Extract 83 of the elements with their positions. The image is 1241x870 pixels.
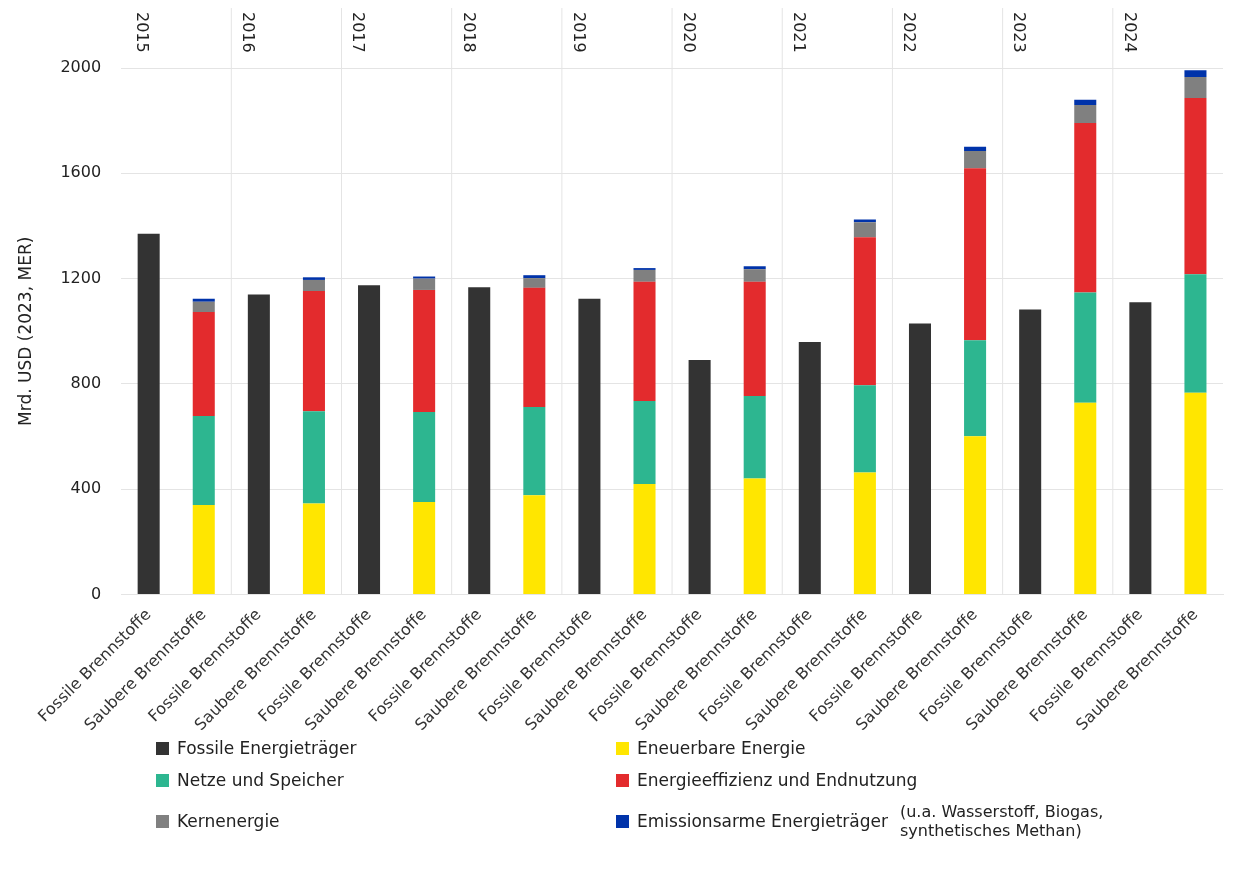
bar	[853, 222, 876, 238]
text: (u.a. Wasserstoff, Biogas, synthetisches Methan)	[899, 802, 1105, 840]
bar	[523, 275, 546, 279]
text: 2023	[1010, 12, 1030, 53]
text: 2017	[349, 12, 369, 53]
y-tick-label: 1200	[60, 267, 102, 287]
bar	[633, 483, 656, 595]
bar	[1184, 76, 1207, 99]
bar	[964, 146, 987, 151]
bar	[302, 291, 325, 412]
bar	[633, 401, 656, 484]
bar	[1074, 292, 1097, 403]
text: 2020	[679, 12, 699, 53]
bar	[1074, 402, 1097, 595]
bar	[523, 278, 546, 288]
bar	[192, 416, 215, 506]
bar	[523, 407, 546, 496]
legend-label: Netze und Speicher	[177, 770, 344, 790]
y-tick-label: 1600	[60, 162, 102, 182]
bar	[192, 298, 215, 302]
bar	[743, 396, 766, 479]
bar	[853, 237, 876, 386]
bar	[192, 505, 215, 595]
bar	[137, 233, 160, 595]
bar	[192, 301, 215, 313]
bar	[1074, 105, 1097, 124]
legend-label: Eneuerbare Energie	[637, 738, 806, 758]
text: 2019	[569, 12, 589, 53]
bar	[302, 411, 325, 504]
bar	[1184, 392, 1207, 595]
bar	[853, 219, 876, 223]
bar	[743, 266, 766, 270]
bar	[1184, 274, 1207, 393]
bar	[468, 287, 491, 595]
bar	[302, 503, 325, 595]
bar	[633, 281, 656, 402]
text: 2015	[132, 12, 152, 53]
text: 2016	[239, 12, 259, 53]
legend-label: Energieeffizienz und Endnutzung	[637, 770, 918, 790]
bar	[247, 294, 270, 595]
bar	[743, 478, 766, 595]
bar	[964, 150, 987, 169]
bar	[853, 385, 876, 473]
bar	[1129, 302, 1152, 595]
bar	[798, 342, 821, 595]
text: 2018	[459, 12, 479, 53]
legend-label: Fossile Energieträger	[177, 738, 357, 758]
text: 2024	[1120, 12, 1140, 53]
bar	[1074, 123, 1097, 293]
bar	[413, 412, 436, 502]
y-tick-label: 800	[70, 373, 102, 393]
bar	[1074, 99, 1097, 106]
bar	[302, 279, 325, 291]
legend-label: Kernenergie	[177, 811, 280, 831]
bar	[908, 323, 931, 595]
bar	[523, 495, 546, 595]
text: 2021	[790, 12, 810, 53]
y-tick-label: 400	[70, 478, 102, 498]
bar	[413, 276, 436, 279]
bar	[1019, 309, 1042, 595]
y-axis-title: Mrd. USD (2023, MER)	[14, 236, 35, 426]
text: 2022	[900, 12, 920, 53]
bar	[633, 269, 656, 282]
y-tick-label: 0	[90, 583, 102, 603]
legend-label: Emissionsarme Energieträger	[637, 811, 888, 831]
y-tick-label: 2000	[60, 57, 102, 77]
bar	[413, 501, 436, 595]
bar	[743, 269, 766, 282]
bar	[413, 278, 436, 290]
bar	[688, 359, 711, 595]
bar	[964, 168, 987, 341]
bar	[853, 472, 876, 595]
bar	[578, 298, 601, 595]
bar	[743, 281, 766, 397]
bar	[192, 312, 215, 417]
bar	[1184, 98, 1207, 275]
bar	[302, 277, 325, 280]
bar	[523, 287, 546, 408]
bar	[964, 436, 987, 595]
bar	[964, 340, 987, 437]
bar	[413, 289, 436, 413]
bar	[358, 285, 381, 595]
bar	[1184, 70, 1207, 77]
